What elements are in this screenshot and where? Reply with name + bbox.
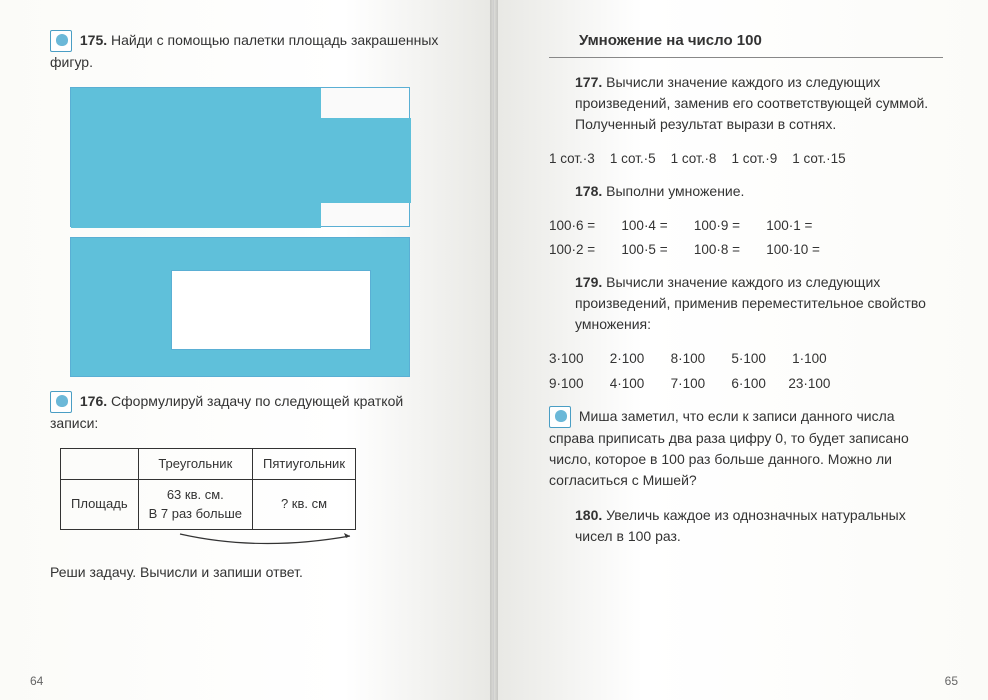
cell-line: 63 кв. см. <box>149 485 242 505</box>
divider <box>549 57 943 58</box>
task-number: 179. <box>575 274 602 290</box>
task-number: 175. <box>80 32 107 48</box>
table-cell-empty <box>61 449 139 480</box>
shape1-part <box>321 118 411 203</box>
person-icon <box>50 30 72 52</box>
page-number: 65 <box>945 672 958 690</box>
shape2-hole <box>171 270 371 350</box>
task-number: 178. <box>575 183 602 199</box>
task-number: 180. <box>575 507 602 523</box>
task-text: Увеличь каждое из однозначных натуральны… <box>575 507 906 544</box>
left-page: 175. Найди с помощью палетки площадь зак… <box>0 0 494 700</box>
task-176-footer: Реши задачу. Вычисли и запиши ответ. <box>50 562 453 583</box>
task-number: 177. <box>575 74 602 90</box>
task-176-table: Треугольник Пятиугольник Площадь 63 кв. … <box>60 448 356 530</box>
table-cell: 63 кв. см. В 7 раз больше <box>138 479 252 529</box>
table-header: Пятиугольник <box>253 449 356 480</box>
task-178: 178. Выполни умножение. <box>549 181 943 202</box>
table-row: Треугольник Пятиугольник <box>61 449 356 480</box>
task-text: Выполни умножение. <box>606 183 744 199</box>
shape1-part <box>71 88 271 228</box>
task-180: 180. Увеличь каждое из однозначных натур… <box>549 505 943 547</box>
table-row: Площадь 63 кв. см. В 7 раз больше ? кв. … <box>61 479 356 529</box>
task-177: 177. Вычисли значение каждого из следующ… <box>549 72 943 135</box>
math-expressions: 1 сот.·3 1 сот.·5 1 сот.·8 1 сот.·9 1 со… <box>549 149 943 169</box>
shape-1 <box>70 87 410 227</box>
section-heading: Умножение на число 100 <box>549 30 943 53</box>
book-spine <box>490 0 498 700</box>
math-expressions: 100·2 = 100·5 = 100·8 = 100·10 = <box>549 240 943 260</box>
shape-2 <box>70 237 410 377</box>
person-icon <box>50 391 72 413</box>
person-icon <box>549 406 571 428</box>
task-175: 175. Найди с помощью палетки площадь зак… <box>50 30 453 73</box>
task-misha: Миша заметил, что если к записи данного … <box>549 406 943 491</box>
task-number: 176. <box>80 393 107 409</box>
task-179: 179. Вычисли значение каждого из следующ… <box>549 272 943 335</box>
table-cell: ? кв. см <box>253 479 356 529</box>
math-expressions: 100·6 = 100·4 = 100·9 = 100·1 = <box>549 216 943 236</box>
cell-line: В 7 раз больше <box>149 504 242 524</box>
math-expressions: 9·100 4·100 7·100 6·100 23·100 <box>549 374 943 394</box>
task-text: Найди с помощью палетки площадь закрашен… <box>50 32 438 70</box>
task-text: Вычисли значение каждого из следующих пр… <box>575 74 928 132</box>
arrow-icon <box>110 532 390 554</box>
page-number: 64 <box>30 672 43 690</box>
math-expressions: 3·100 2·100 8·100 5·100 1·100 <box>549 349 943 369</box>
task-176: 176. Сформулируй задачу по следующей кра… <box>50 391 453 434</box>
task-text: Миша заметил, что если к записи данного … <box>549 408 909 488</box>
right-page: Умножение на число 100 177. Вычисли знач… <box>494 0 988 700</box>
table-row-label: Площадь <box>61 479 139 529</box>
task-text: Вычисли значение каждого из следующих пр… <box>575 274 926 332</box>
table-header: Треугольник <box>138 449 252 480</box>
